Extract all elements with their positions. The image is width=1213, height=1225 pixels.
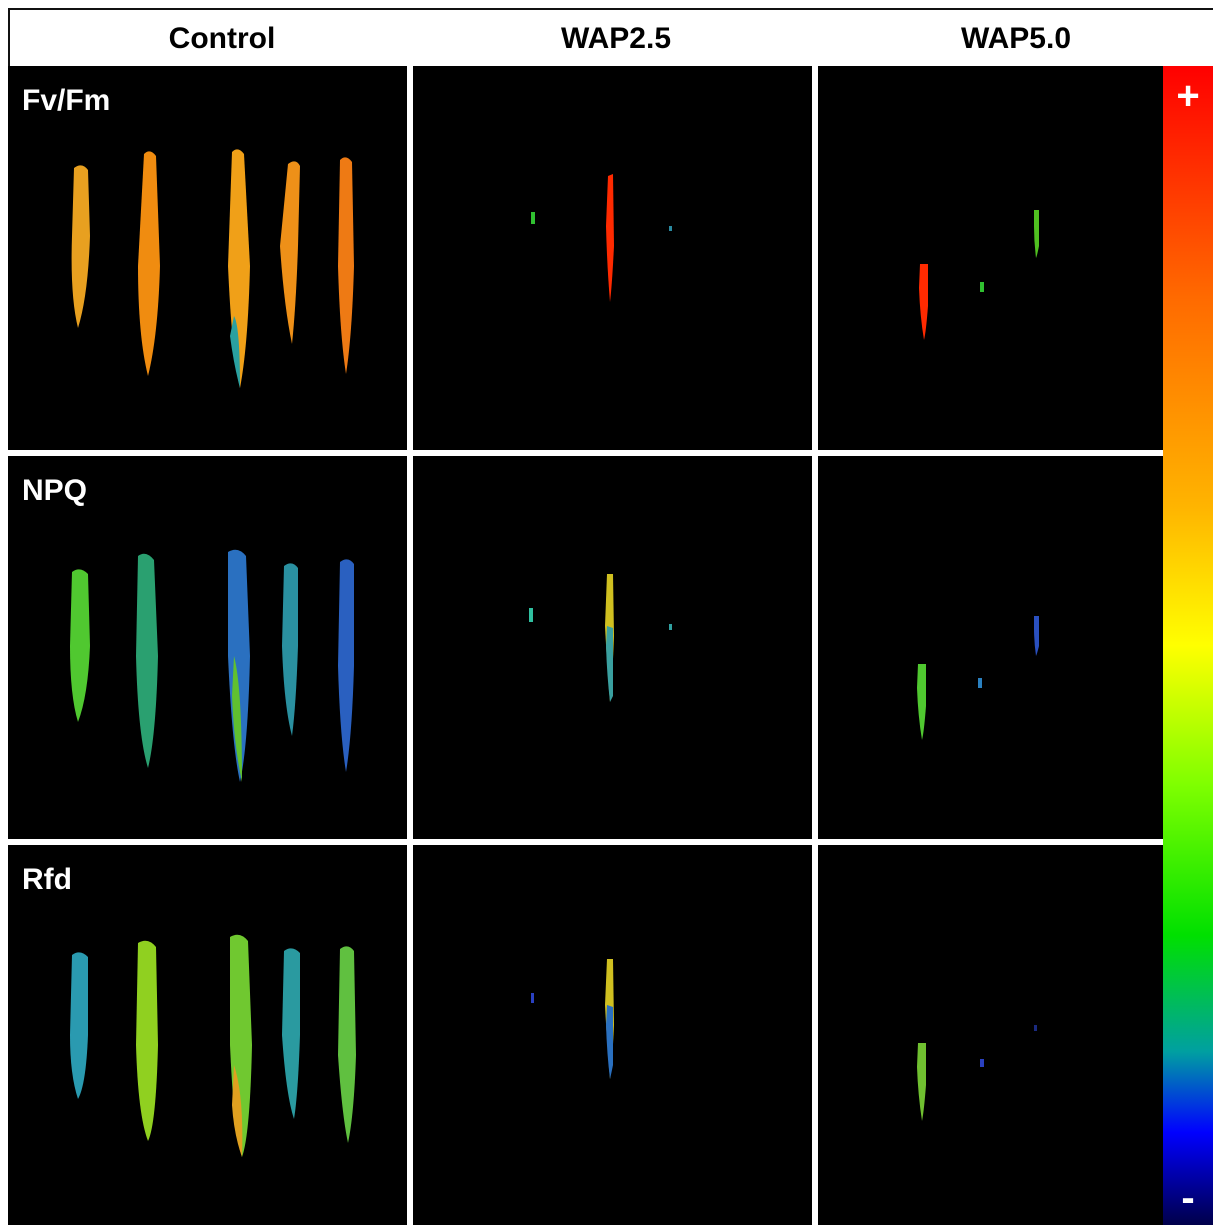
column-label-wap25: WAP2.5 [560, 22, 672, 55]
leaves-rfd-wap25 [531, 959, 614, 1079]
leaves-npq-wap25 [529, 574, 672, 702]
row-label-npq: NPQ [22, 474, 88, 507]
leaves-npq-wap50 [917, 616, 1039, 740]
leaves-rfd-wap50 [917, 1025, 1037, 1121]
column-header-bar [8, 8, 1213, 66]
panel-npq-wap25 [413, 456, 812, 839]
panel-fvfm-control: Fv/Fm [8, 66, 407, 450]
leaves-fvfm-wap50 [919, 210, 1039, 340]
row-label-rfd: Rfd [22, 863, 72, 896]
panel-rfd-wap50 [818, 845, 1163, 1225]
panel-npq-control: NPQ [8, 456, 407, 839]
color-scale-high-label: + [1176, 74, 1200, 118]
leaves-fvfm-control [71, 149, 354, 388]
color-scale-bar [1163, 66, 1213, 1225]
color-scale-low-label: - [1181, 1176, 1195, 1220]
panel-npq-wap50 [818, 456, 1163, 839]
leaves-npq-control [70, 549, 354, 782]
leaves-fvfm-wap25 [531, 174, 672, 302]
row-label-fvfm: Fv/Fm [22, 84, 111, 117]
panel-fvfm-wap25 [413, 66, 812, 450]
panel-rfd-wap25 [413, 845, 812, 1225]
leaves-rfd-control [70, 934, 356, 1157]
image-grid: Fv/Fm NPQ [8, 66, 1163, 1225]
column-label-wap50: WAP5.0 [960, 22, 1072, 55]
column-label-control: Control [168, 22, 276, 55]
panel-fvfm-wap50 [818, 66, 1163, 450]
panel-rfd-control: Rfd [8, 845, 407, 1225]
